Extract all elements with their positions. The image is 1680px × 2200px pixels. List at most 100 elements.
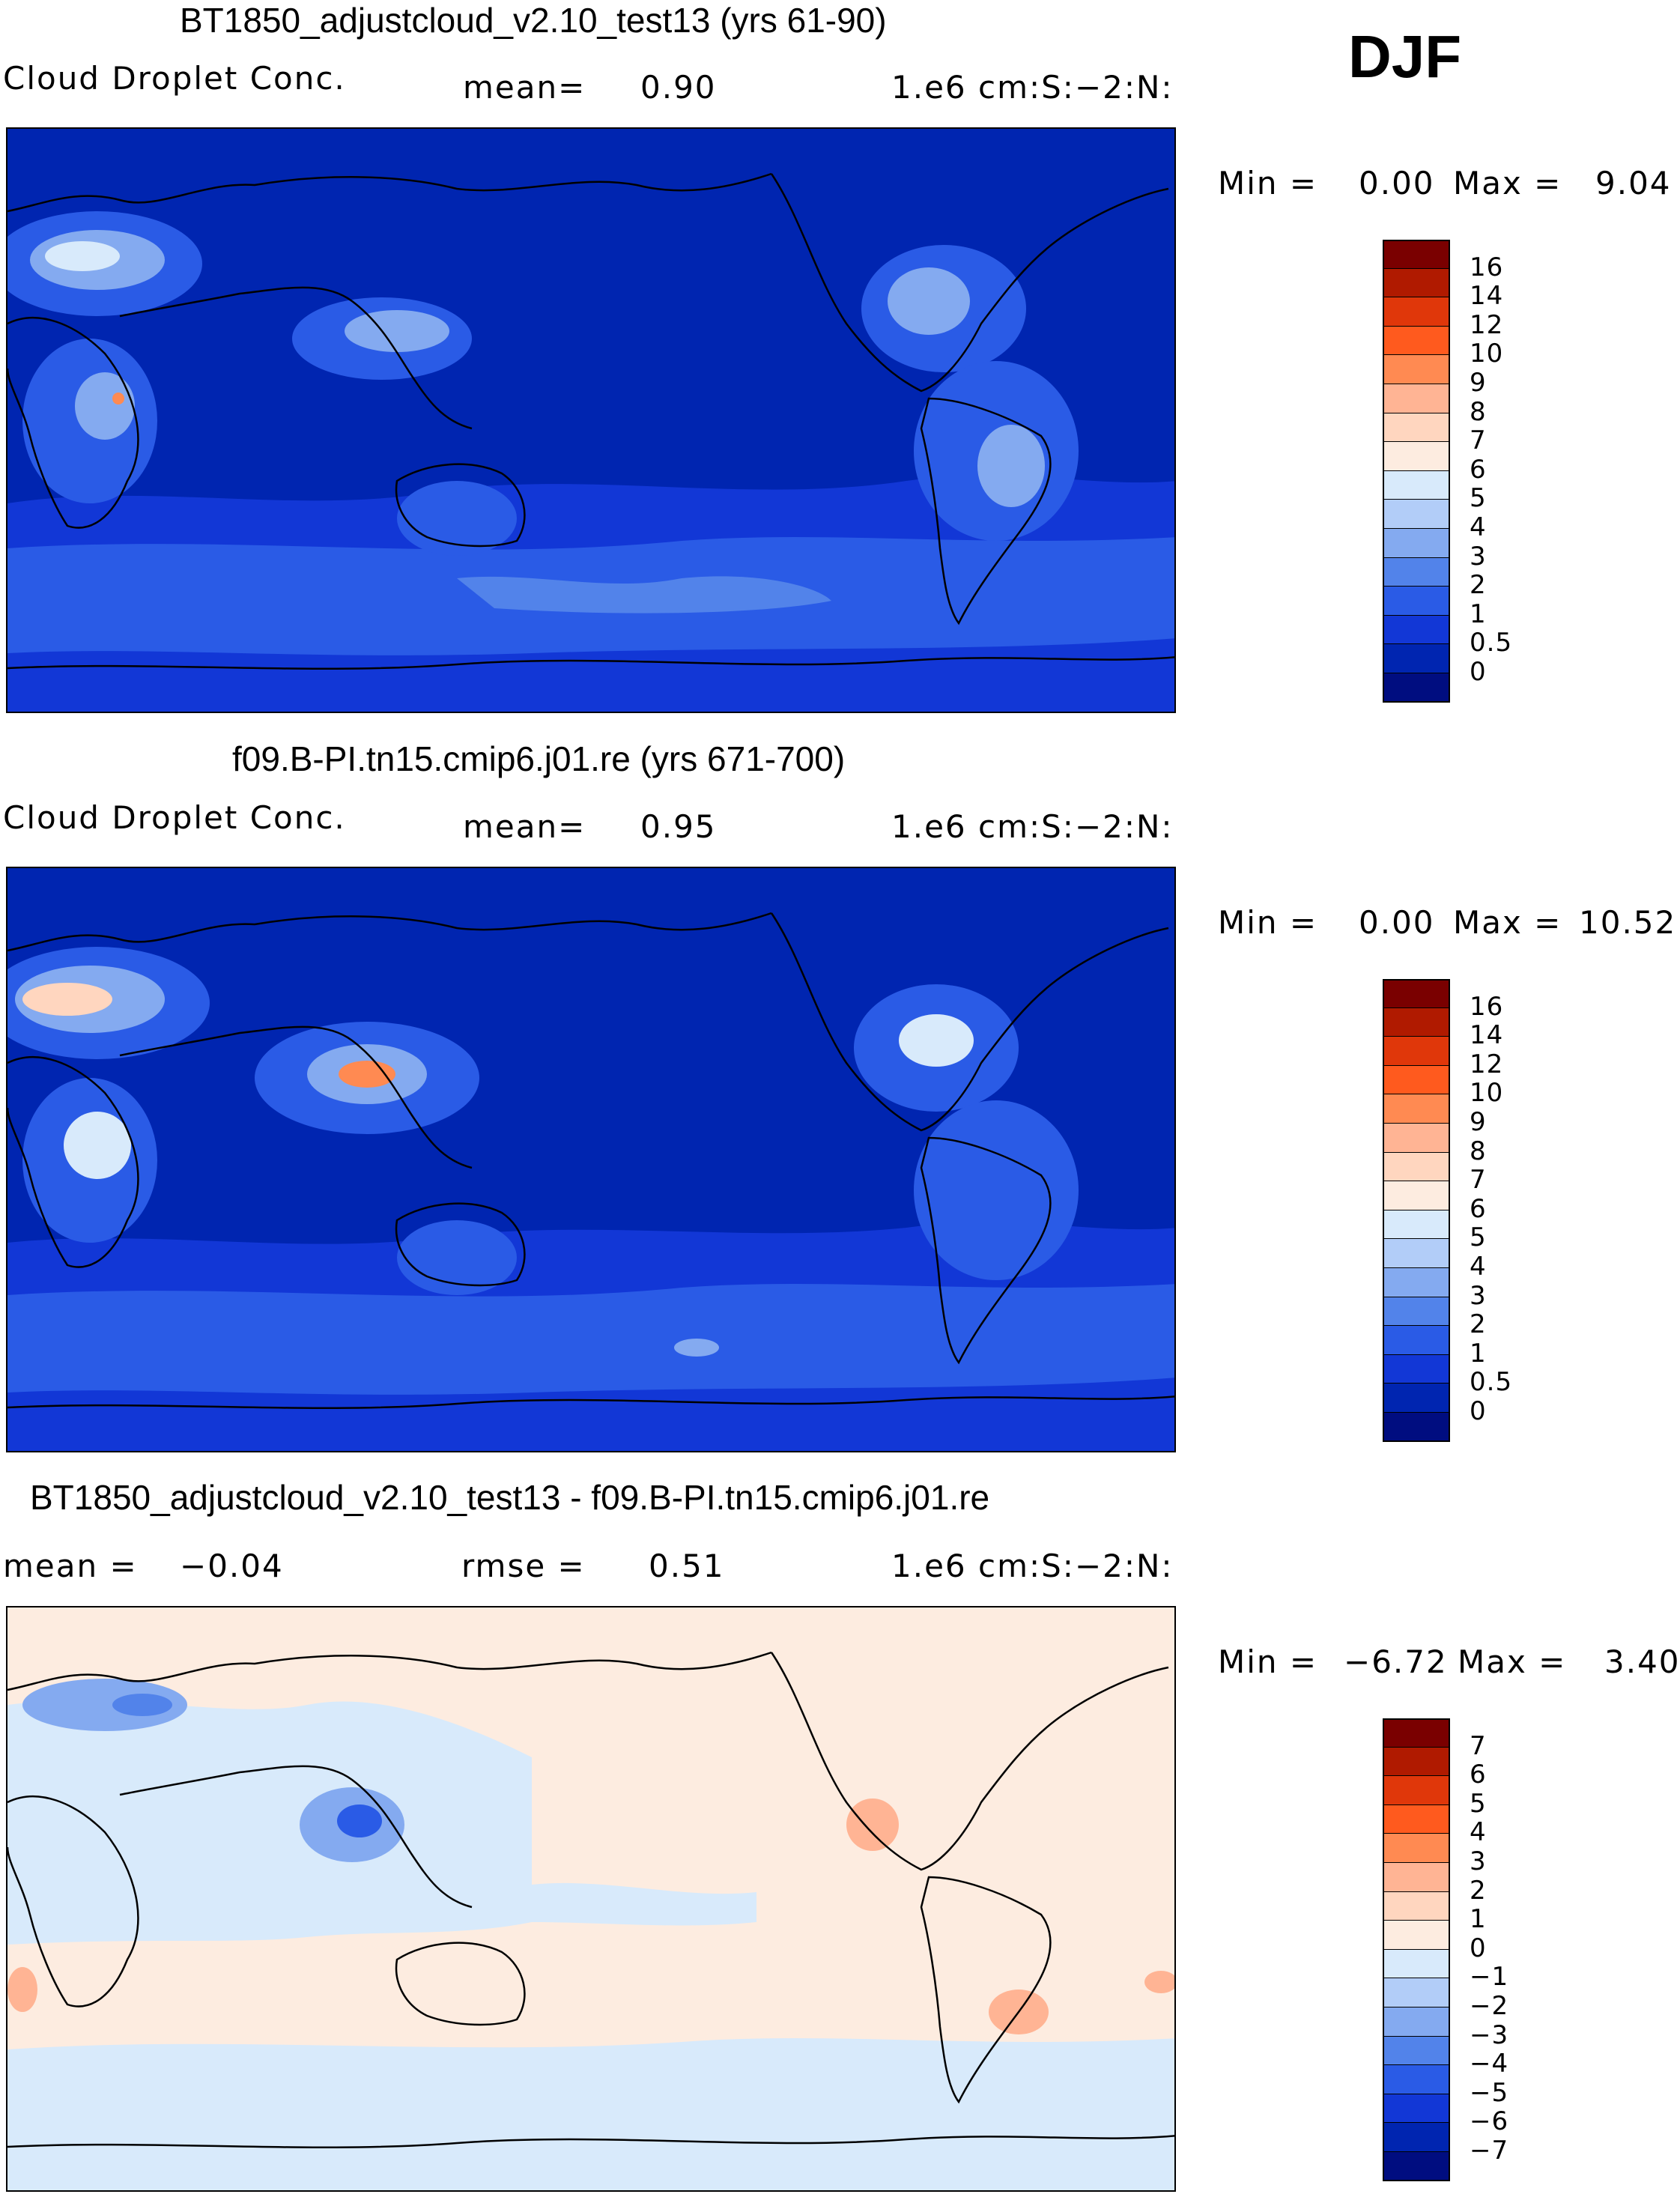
australia-coast bbox=[395, 1202, 526, 1287]
southern-patch bbox=[674, 1339, 719, 1357]
colorbar-tick-label: 7 bbox=[1470, 1165, 1487, 1196]
north-america-aerosol-core bbox=[888, 267, 970, 335]
coastlines bbox=[7, 912, 1174, 1410]
colorbar-tick-label: 4 bbox=[1470, 512, 1487, 542]
north-america-positive bbox=[846, 1799, 899, 1851]
panel2-map bbox=[6, 867, 1176, 1452]
colorbar-swatch bbox=[1383, 2094, 1450, 2124]
north-america-aerosol-core bbox=[899, 1014, 974, 1067]
colorbar-tick-label: −6 bbox=[1470, 2106, 1509, 2137]
colorbar-tick-label: 0 bbox=[1470, 1933, 1487, 1963]
colorbar-tick-label: 1 bbox=[1470, 1904, 1487, 1935]
colorbar-tick-label: 16 bbox=[1470, 991, 1504, 1022]
colorbar-swatch bbox=[1383, 297, 1450, 327]
colorbar-swatch bbox=[1383, 1268, 1450, 1297]
colorbar-tick-label: 2 bbox=[1470, 570, 1487, 601]
panel3-map-svg bbox=[7, 1607, 1174, 2190]
colorbar-swatch bbox=[1383, 442, 1450, 471]
colorbar-tick-label: 0.5 bbox=[1470, 1367, 1513, 1398]
colorbar-tick-label: 3 bbox=[1470, 541, 1487, 572]
arctic-coast bbox=[7, 1651, 772, 1691]
colorbar-swatch bbox=[1383, 1037, 1450, 1066]
australia-coast bbox=[395, 463, 526, 548]
panel2-mean-label: mean= bbox=[463, 808, 586, 845]
panel3-max-label: Max = bbox=[1458, 1643, 1567, 1680]
panel3-title: BT1850_adjustcloud_v2.10_test13 - f09.B-… bbox=[30, 1478, 990, 1517]
africa-aerosol-peak bbox=[112, 393, 124, 404]
panel1-units: 1.e6 cm:S:−2:N: bbox=[891, 69, 1174, 106]
panel1-min-value: 0.00 bbox=[1359, 165, 1435, 201]
africa-coast bbox=[7, 1056, 139, 1268]
south-america-coast bbox=[920, 397, 1052, 625]
colorbar-swatch bbox=[1383, 470, 1450, 500]
north-america-coast bbox=[770, 173, 1169, 393]
panel1-max-label: Max = bbox=[1453, 165, 1562, 201]
colorbar-swatch bbox=[1383, 1326, 1450, 1355]
colorbar-tick-label: 3 bbox=[1470, 1846, 1487, 1876]
colorbar-swatch bbox=[1383, 2065, 1450, 2094]
colorbar-swatch bbox=[1383, 2123, 1450, 2152]
coastlines bbox=[7, 172, 1174, 670]
colorbar-tick-label: −3 bbox=[1470, 2019, 1509, 2050]
colorbar-swatch bbox=[1383, 2007, 1450, 2037]
colorbar-tick-label: −1 bbox=[1470, 1962, 1509, 1993]
south-america-coast bbox=[920, 1136, 1052, 1365]
colorbar-tick-label: −4 bbox=[1470, 2049, 1509, 2079]
colorbar-swatch bbox=[1383, 1094, 1450, 1124]
colorbar-swatch bbox=[1383, 2036, 1450, 2066]
north-america-coast bbox=[770, 912, 1169, 1132]
colorbar-tick-label: 4 bbox=[1470, 1817, 1487, 1848]
colorbar-swatch bbox=[1383, 1384, 1450, 1413]
colorbar-swatch bbox=[1383, 1804, 1450, 1834]
negative-band-tropics bbox=[532, 1882, 756, 1926]
panel3-min-value: −6.72 bbox=[1344, 1643, 1448, 1680]
colorbar-tick-label: 1 bbox=[1470, 1338, 1487, 1369]
africa-aerosol-core bbox=[64, 1112, 131, 1179]
atlantic-positive bbox=[1144, 1971, 1174, 1993]
colorbar-tick-label: 0 bbox=[1470, 657, 1487, 687]
colorbar-tick-label: 5 bbox=[1470, 483, 1487, 514]
panel2-max-label: Max = bbox=[1453, 904, 1562, 941]
colorbar-swatch bbox=[1383, 1239, 1450, 1268]
colorbar-swatch bbox=[1383, 1921, 1450, 1950]
south-america-coast bbox=[920, 1876, 1052, 2104]
europe-negative-core bbox=[112, 1694, 172, 1716]
colorbar-swatch bbox=[1383, 384, 1450, 413]
panel3-mean-label: mean = bbox=[3, 1548, 138, 1584]
panel3-units: 1.e6 cm:S:−2:N: bbox=[891, 1548, 1174, 1584]
colorbar-swatch bbox=[1383, 1949, 1450, 1979]
colorbar-tick-label: 5 bbox=[1470, 1788, 1487, 1819]
panel3-rmse-label: rmse = bbox=[461, 1548, 586, 1584]
panel2-min-value: 0.00 bbox=[1359, 904, 1435, 941]
colorbar-swatch bbox=[1383, 413, 1450, 443]
panel3-max-value: 3.40 bbox=[1604, 1643, 1680, 1680]
east-asia-aerosol-core bbox=[345, 310, 449, 352]
colorbar-tick-label: 2 bbox=[1470, 1309, 1487, 1340]
colorbar-tick-label: 16 bbox=[1470, 252, 1504, 282]
antarctica-coast bbox=[7, 656, 1174, 670]
panel3-min-label: Min = bbox=[1218, 1643, 1318, 1680]
panel1-field-label: Cloud Droplet Conc. bbox=[3, 60, 346, 97]
arctic-coast bbox=[7, 172, 772, 213]
north-america-coast bbox=[770, 1652, 1169, 1871]
colorbar-tick-label: 3 bbox=[1470, 1280, 1487, 1311]
colorbar-swatch bbox=[1383, 1152, 1450, 1182]
colorbar-swatch bbox=[1383, 1978, 1450, 2007]
africa-coast bbox=[7, 317, 139, 529]
panel3-mean-value: −0.04 bbox=[180, 1548, 284, 1584]
colorbar-swatch bbox=[1383, 268, 1450, 298]
colorbar-swatch bbox=[1383, 1413, 1450, 1442]
panel2-units: 1.e6 cm:S:−2:N: bbox=[891, 808, 1174, 845]
colorbar-tick-label: 4 bbox=[1470, 1252, 1487, 1282]
colorbar-tick-label: 14 bbox=[1470, 1020, 1504, 1051]
colorbar-swatch bbox=[1383, 587, 1450, 616]
panel2-title: f09.B-PI.tn15.cmip6.j01.re (yrs 671-700) bbox=[232, 739, 846, 778]
panel2-map-svg bbox=[7, 868, 1174, 1451]
colorbar-tick-label: 9 bbox=[1470, 368, 1487, 398]
colorbar-tick-label: 12 bbox=[1470, 1049, 1504, 1079]
panel1-min-label: Min = bbox=[1218, 165, 1318, 201]
southern-band-2 bbox=[7, 1284, 1174, 1395]
colorbar-tick-label: 12 bbox=[1470, 309, 1504, 340]
colorbar-swatch bbox=[1383, 1210, 1450, 1240]
panel1-map-svg bbox=[7, 129, 1174, 712]
